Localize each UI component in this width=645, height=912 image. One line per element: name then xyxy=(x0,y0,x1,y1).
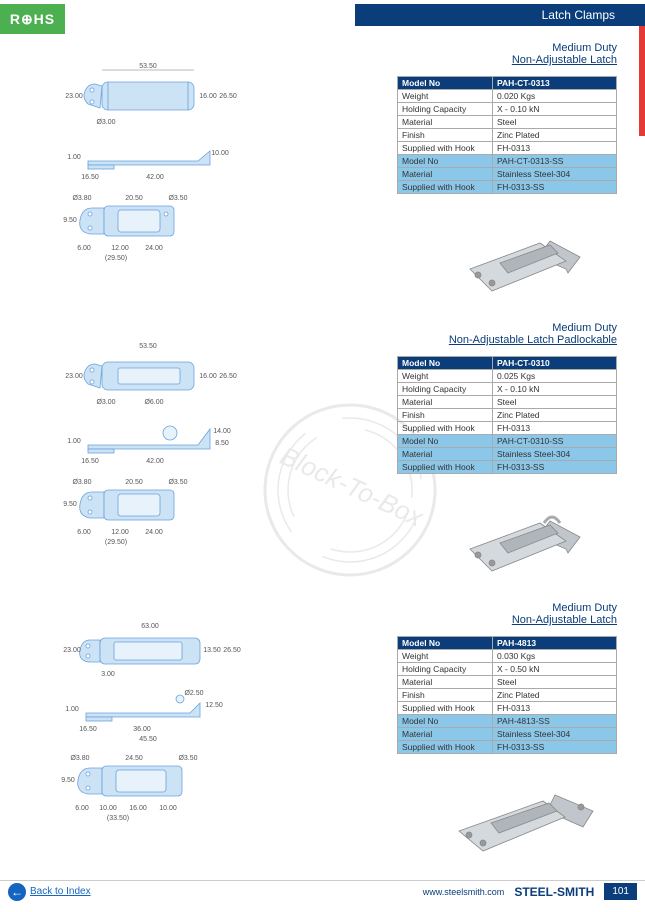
svg-text:Ø3.00: Ø3.00 xyxy=(96,119,115,126)
svg-text:(29.50): (29.50) xyxy=(105,255,127,262)
svg-text:6.00: 6.00 xyxy=(77,529,91,536)
svg-text:20.50: 20.50 xyxy=(125,195,143,202)
svg-text:26.50: 26.50 xyxy=(219,93,237,100)
svg-text:24.00: 24.00 xyxy=(145,245,163,252)
svg-text:23.00: 23.00 xyxy=(65,93,83,100)
brand-name: STEEL-SMITH xyxy=(514,885,594,899)
svg-text:24.00: 24.00 xyxy=(145,529,163,536)
technical-drawing-2: 53.50 23.00 16.00 26.50 Ø3.00 Ø6.00 1.00… xyxy=(60,336,340,551)
back-to-index-link[interactable]: ← Back to Index xyxy=(8,883,91,901)
product-title-link[interactable]: Non-Adjustable Latch xyxy=(512,54,617,66)
svg-text:1.00: 1.00 xyxy=(65,706,79,713)
svg-text:16.50: 16.50 xyxy=(81,174,99,181)
svg-text:12.50: 12.50 xyxy=(205,702,223,709)
page-number: 101 xyxy=(604,883,637,900)
svg-text:42.00: 42.00 xyxy=(146,458,164,465)
svg-text:Ø6.00: Ø6.00 xyxy=(144,399,163,406)
spec-table-1: Model NoPAH-CT-0313 Weight0.020 Kgs Hold… xyxy=(397,76,617,194)
spec-table-3: Model NoPAH-4813 Weight0.030 Kgs Holding… xyxy=(397,636,617,754)
svg-text:10.00: 10.00 xyxy=(211,150,229,157)
svg-text:53.50: 53.50 xyxy=(139,63,157,70)
product-photo-1 xyxy=(435,218,605,303)
svg-text:26.50: 26.50 xyxy=(219,373,237,380)
svg-text:13.50: 13.50 xyxy=(203,647,221,654)
svg-text:23.00: 23.00 xyxy=(63,647,81,654)
svg-text:8.50: 8.50 xyxy=(215,440,229,447)
product-title-top: Medium Duty xyxy=(449,322,617,334)
svg-text:53.50: 53.50 xyxy=(139,343,157,350)
svg-text:24.50: 24.50 xyxy=(125,755,143,762)
svg-text:10.00: 10.00 xyxy=(99,805,117,812)
svg-text:6.00: 6.00 xyxy=(77,245,91,252)
svg-text:9.50: 9.50 xyxy=(63,501,77,508)
svg-text:Ø3.80: Ø3.80 xyxy=(70,755,89,762)
product-title-top: Medium Duty xyxy=(512,602,617,614)
technical-drawing-3: 63.00 23.00 13.50 26.50 3.00 1.00 Ø2.50 … xyxy=(60,616,340,827)
svg-text:Ø2.50: Ø2.50 xyxy=(184,690,203,697)
svg-text:16.50: 16.50 xyxy=(79,726,97,733)
svg-text:Ø3.00: Ø3.00 xyxy=(96,399,115,406)
svg-text:20.50: 20.50 xyxy=(125,479,143,486)
svg-text:Ø3.50: Ø3.50 xyxy=(168,195,187,202)
product-title-link[interactable]: Non-Adjustable Latch xyxy=(512,614,617,626)
arrow-left-icon: ← xyxy=(8,883,26,901)
svg-text:16.00: 16.00 xyxy=(199,373,217,380)
svg-text:9.50: 9.50 xyxy=(63,217,77,224)
svg-text:9.50: 9.50 xyxy=(61,777,75,784)
svg-text:45.50: 45.50 xyxy=(139,736,157,743)
svg-text:Ø3.80: Ø3.80 xyxy=(72,195,91,202)
svg-text:12.00: 12.00 xyxy=(111,529,129,536)
svg-text:23.00: 23.00 xyxy=(65,373,83,380)
svg-text:6.00: 6.00 xyxy=(75,805,89,812)
product-title-top: Medium Duty xyxy=(512,42,617,54)
page-footer: ← Back to Index www.steelsmith.com STEEL… xyxy=(0,880,645,902)
svg-text:63.00: 63.00 xyxy=(141,623,159,630)
svg-text:(29.50): (29.50) xyxy=(105,539,127,546)
svg-text:Ø3.50: Ø3.50 xyxy=(168,479,187,486)
svg-text:16.50: 16.50 xyxy=(81,458,99,465)
spec-table-2: Model NoPAH-CT-0310 Weight0.025 Kgs Hold… xyxy=(397,356,617,474)
svg-text:Ø3.80: Ø3.80 xyxy=(72,479,91,486)
svg-text:14.00: 14.00 xyxy=(213,428,231,435)
category-header: Latch Clamps xyxy=(355,4,645,26)
svg-text:10.00: 10.00 xyxy=(159,805,177,812)
svg-text:42.00: 42.00 xyxy=(146,174,164,181)
svg-text:1.00: 1.00 xyxy=(67,154,81,161)
back-label: Back to Index xyxy=(30,886,91,897)
svg-text:36.00: 36.00 xyxy=(133,726,151,733)
product-photo-2 xyxy=(435,498,605,583)
technical-drawing-1: 53.50 23.00 16.00 26.50 Ø3.00 1.00 10.00… xyxy=(60,56,340,267)
rohs-badge: R⊕HS xyxy=(0,4,65,34)
svg-text:1.00: 1.00 xyxy=(67,438,81,445)
svg-text:26.50: 26.50 xyxy=(223,647,241,654)
website-url[interactable]: www.steelsmith.com xyxy=(423,887,505,897)
product-title-link[interactable]: Non-Adjustable Latch Padlockable xyxy=(449,334,617,346)
product-photo-3 xyxy=(435,778,605,863)
svg-text:12.00: 12.00 xyxy=(111,245,129,252)
svg-text:Ø3.50: Ø3.50 xyxy=(178,755,197,762)
svg-text:16.00: 16.00 xyxy=(129,805,147,812)
section-tab-red xyxy=(639,26,645,136)
svg-text:3.00: 3.00 xyxy=(101,671,115,678)
svg-text:16.00: 16.00 xyxy=(199,93,217,100)
svg-text:(33.50): (33.50) xyxy=(107,815,129,822)
